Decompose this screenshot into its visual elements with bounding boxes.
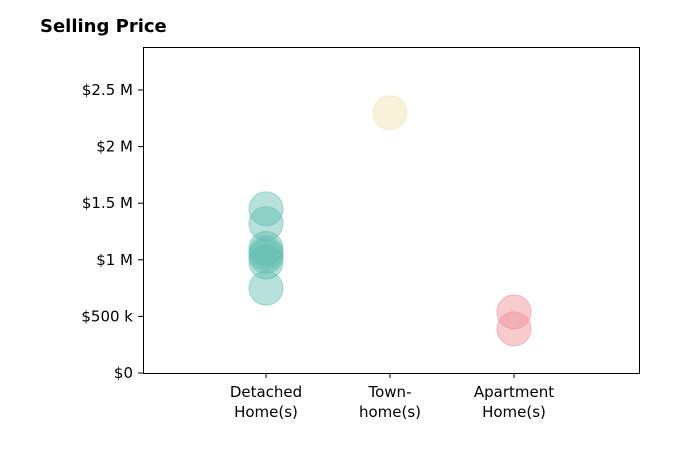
data-point [248, 206, 284, 242]
x-axis: Detached Home(s) Town-home(s) Apartment Home… [230, 373, 554, 421]
y-tick-label: $500 k [81, 307, 133, 325]
y-tick-label: $2.5 M [82, 81, 133, 99]
data-points [248, 95, 532, 347]
y-tick-label: $2 M [96, 138, 133, 156]
data-point [248, 244, 284, 280]
data-point [248, 238, 284, 274]
data-point [496, 311, 532, 347]
data-point [248, 191, 284, 227]
data-point [248, 230, 284, 266]
y-tick-label: $1.5 M [82, 194, 133, 212]
chart-title: Selling Price [40, 16, 167, 37]
x-tick-label: Town-home(s) [359, 383, 421, 421]
x-tick-label: Detached Home(s) [230, 383, 302, 421]
data-point [372, 95, 408, 131]
y-axis: $0 $500 k $1 M $1.5 M $2 M $2.5 M [81, 81, 143, 382]
y-tick-label: $0 [114, 364, 133, 382]
data-point [248, 270, 284, 306]
plot-area [143, 47, 640, 374]
x-tick-label: Apartment Home(s) [474, 383, 554, 421]
y-tick-label: $1 M [96, 251, 133, 269]
